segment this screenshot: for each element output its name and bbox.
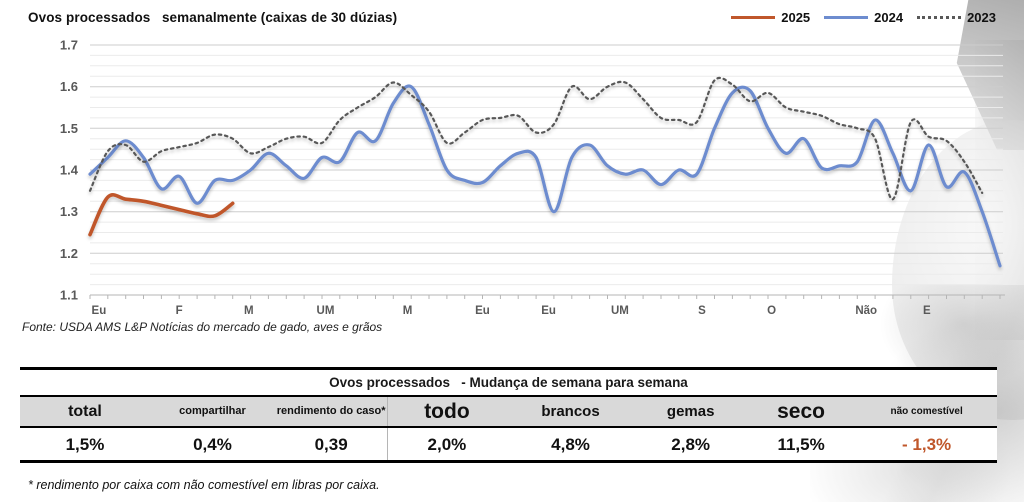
table-value-4: 2,0% [427, 434, 467, 454]
table-header-5: brancos [541, 403, 600, 420]
legend-item-2023[interactable]: 2023 [917, 10, 996, 25]
y-tick-label: 1.4 [60, 163, 79, 178]
y-axis-labels: 1.7 1.6 1.5 1.4 1.3 1.2 1.1 [60, 38, 79, 303]
series-line-2023 [88, 76, 984, 201]
x-tick-label: UM [611, 305, 629, 317]
y-tick-label: 1.6 [60, 79, 78, 94]
table-header-7: seco [777, 400, 825, 423]
table-value-5: 4,8% [551, 434, 590, 454]
y-tick-label: 1.7 [60, 38, 78, 53]
table-header-4: todo [424, 400, 470, 423]
x-tick-label: Eu [475, 305, 490, 317]
legend-item-2025[interactable]: 2025 [731, 10, 810, 25]
weekly-processed-eggs-line-chart: 1.7 1.6 1.5 1.4 1.3 1.2 1.1 Eu F M UM M Eu Eu UM S O Não… [60, 38, 1005, 317]
x-tick-label: UM [317, 305, 335, 317]
x-tick-label: Eu [92, 305, 107, 317]
table-value-8: - 1,3% [902, 434, 952, 454]
weekly-change-table: Ovos processados - Mudança de semana par… [20, 367, 997, 463]
legend-label: 2023 [967, 10, 996, 25]
data-series [88, 76, 1002, 268]
x-tick-label: M [403, 305, 413, 317]
legend-label: 2024 [874, 10, 904, 25]
x-tick-label: E [923, 305, 931, 317]
table-value-7: 11,5% [777, 434, 825, 454]
table-value-6: 2,8% [671, 434, 711, 454]
x-tick-label: S [698, 305, 706, 317]
chart-legend: 2025 2024 2023 [731, 10, 996, 25]
footnote: * rendimento por caixa com não comestíve… [28, 478, 380, 492]
table-header-2: compartilhar [179, 405, 246, 417]
table-header-6: gemas [666, 403, 715, 420]
y-tick-label: 1.1 [60, 288, 78, 303]
x-tick-label: M [244, 305, 254, 317]
table-header-3: rendimento do caso* [275, 397, 389, 426]
table-title: Ovos processados - Mudança de semana par… [20, 370, 997, 397]
legend-item-2024[interactable]: 2024 [824, 10, 903, 25]
series-line-2025 [88, 193, 235, 237]
table-header-row: total compartilhar rendimento do caso* todo… [20, 397, 997, 428]
gridlines [90, 44, 1003, 296]
table-value-3: 0,39 [275, 428, 389, 460]
legend-line-swatch [731, 16, 776, 19]
chart-title: Ovos processados semanalmente (caixas de… [28, 10, 398, 25]
legend-label: 2025 [781, 10, 811, 25]
x-tick-label: F [176, 305, 183, 317]
x-tick-label: Eu [541, 305, 556, 317]
x-tick-label: Não [855, 305, 877, 317]
y-tick-label: 1.3 [60, 204, 78, 219]
source-note: Fonte: USDA AMS L&P Notícias do mercado … [22, 320, 383, 334]
y-tick-label: 1.2 [60, 246, 78, 261]
x-tick-label: O [767, 305, 776, 317]
table-header-1: total [68, 402, 102, 420]
table-value-2: 0,4% [193, 434, 232, 454]
legend-line-swatch [917, 16, 962, 19]
table-value-row: 1,5% 0,4% 0,39 2,0% 4,8% 2,8% 11,5% - 1,3% [20, 428, 997, 460]
table-value-1: 1,5% [65, 434, 105, 454]
legend-line-swatch [824, 16, 869, 19]
y-tick-label: 1.5 [60, 121, 78, 136]
table-header-8: não comestível [890, 405, 963, 417]
series-line-2024 [88, 84, 1002, 268]
x-axis-labels: Eu F M UM M Eu Eu UM S O Não E [92, 305, 931, 317]
x-axis [89, 294, 1005, 299]
